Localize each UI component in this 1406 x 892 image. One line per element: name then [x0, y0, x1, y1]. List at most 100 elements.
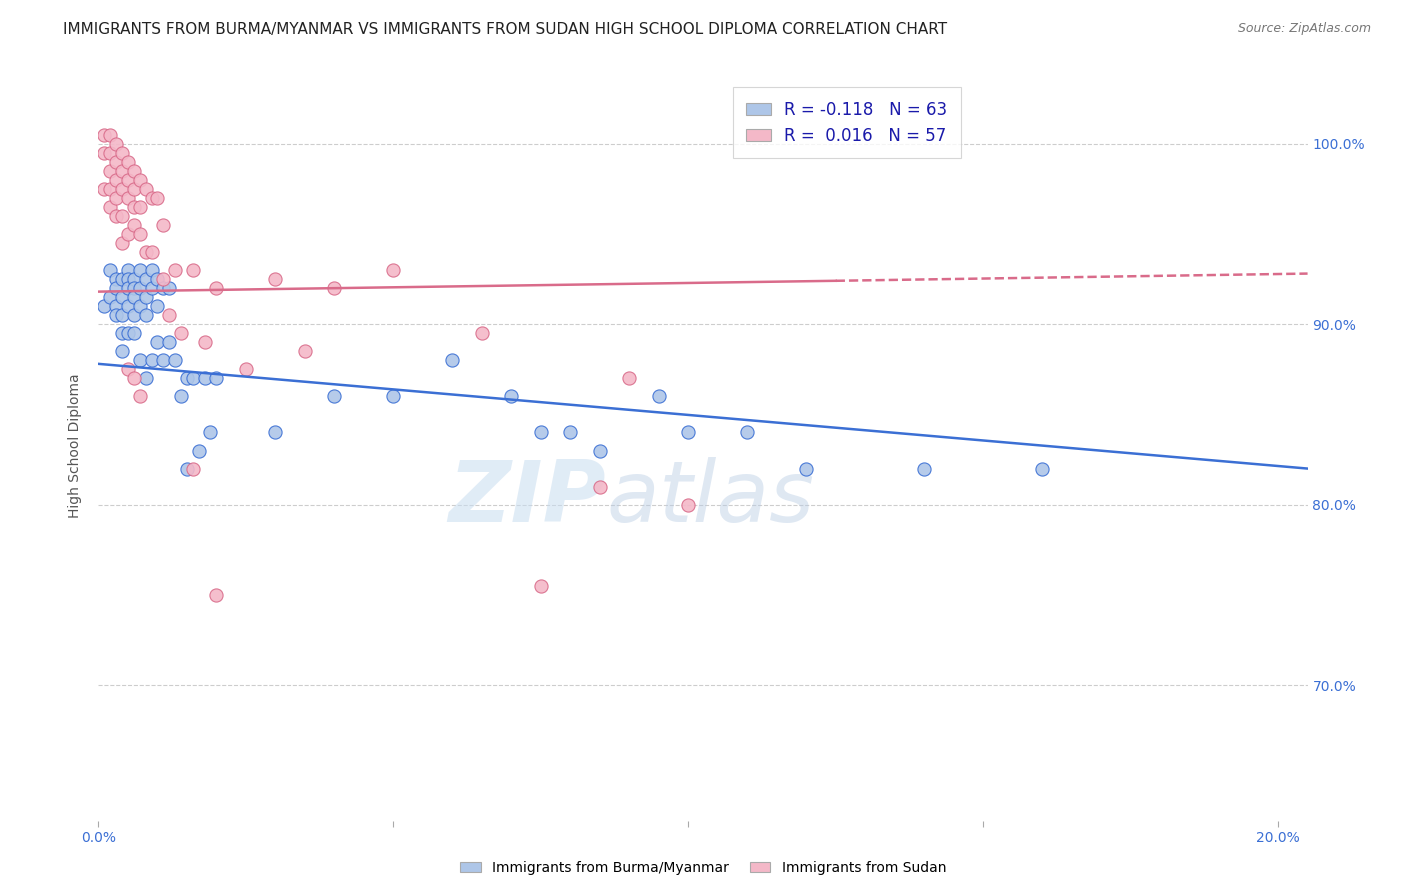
- Point: [146, 272, 169, 286]
- Point: [1031, 461, 1053, 475]
- Point: [176, 371, 198, 385]
- Point: [117, 299, 139, 313]
- Point: [176, 461, 198, 475]
- Point: [128, 281, 150, 295]
- Point: [105, 172, 128, 186]
- Point: [93, 299, 115, 313]
- Point: [200, 425, 222, 440]
- Point: [117, 272, 139, 286]
- Point: [128, 200, 150, 214]
- Point: [264, 425, 287, 440]
- Point: [98, 145, 121, 160]
- Point: [382, 389, 405, 403]
- Point: [323, 389, 346, 403]
- Point: [122, 290, 145, 304]
- Point: [141, 353, 163, 368]
- Point: [181, 461, 204, 475]
- Point: [157, 308, 180, 322]
- Point: [589, 443, 612, 458]
- Point: [93, 145, 115, 160]
- Point: [98, 128, 121, 142]
- Point: [128, 227, 150, 241]
- Point: [98, 200, 121, 214]
- Point: [141, 244, 163, 259]
- Point: [122, 281, 145, 295]
- Point: [122, 371, 145, 385]
- Point: [678, 498, 700, 512]
- Point: [105, 272, 128, 286]
- Point: [111, 209, 134, 223]
- Point: [128, 389, 150, 403]
- Point: [235, 362, 257, 376]
- Point: [128, 353, 150, 368]
- Point: [152, 281, 174, 295]
- Point: [152, 272, 174, 286]
- Point: [117, 154, 139, 169]
- Point: [135, 371, 157, 385]
- Legend: R = -0.118   N = 63, R =  0.016   N = 57: R = -0.118 N = 63, R = 0.016 N = 57: [733, 87, 960, 158]
- Point: [117, 172, 139, 186]
- Point: [111, 235, 134, 250]
- Point: [530, 579, 553, 593]
- Point: [912, 461, 935, 475]
- Point: [194, 371, 217, 385]
- Point: [122, 272, 145, 286]
- Point: [294, 344, 316, 359]
- Point: [111, 326, 134, 340]
- Point: [141, 263, 163, 277]
- Point: [111, 272, 134, 286]
- Point: [146, 299, 169, 313]
- Point: [141, 191, 163, 205]
- Point: [194, 335, 217, 350]
- Point: [170, 326, 193, 340]
- Point: [560, 425, 582, 440]
- Point: [170, 389, 193, 403]
- Point: [678, 425, 700, 440]
- Point: [135, 182, 157, 196]
- Point: [117, 263, 139, 277]
- Point: [205, 371, 228, 385]
- Point: [122, 200, 145, 214]
- Point: [152, 353, 174, 368]
- Point: [735, 425, 758, 440]
- Point: [128, 172, 150, 186]
- Point: [117, 326, 139, 340]
- Point: [146, 335, 169, 350]
- Point: [111, 290, 134, 304]
- Point: [205, 588, 228, 602]
- Point: [117, 362, 139, 376]
- Text: ZIP: ZIP: [449, 457, 606, 540]
- Point: [111, 344, 134, 359]
- Point: [264, 272, 287, 286]
- Point: [105, 191, 128, 205]
- Point: [152, 218, 174, 232]
- Point: [105, 308, 128, 322]
- Point: [98, 182, 121, 196]
- Point: [111, 182, 134, 196]
- Point: [323, 281, 346, 295]
- Point: [530, 425, 553, 440]
- Point: [648, 389, 671, 403]
- Point: [441, 353, 464, 368]
- Point: [589, 480, 612, 494]
- Point: [122, 308, 145, 322]
- Point: [794, 461, 817, 475]
- Point: [128, 299, 150, 313]
- Point: [141, 281, 163, 295]
- Point: [187, 443, 209, 458]
- Y-axis label: High School Diploma: High School Diploma: [69, 374, 83, 518]
- Point: [157, 335, 180, 350]
- Text: Source: ZipAtlas.com: Source: ZipAtlas.com: [1237, 22, 1371, 36]
- Point: [122, 218, 145, 232]
- Point: [122, 163, 145, 178]
- Point: [98, 163, 121, 178]
- Point: [128, 263, 150, 277]
- Point: [619, 371, 641, 385]
- Legend: Immigrants from Burma/Myanmar, Immigrants from Sudan: Immigrants from Burma/Myanmar, Immigrant…: [454, 855, 952, 880]
- Point: [181, 371, 204, 385]
- Point: [157, 281, 180, 295]
- Text: atlas: atlas: [606, 457, 814, 540]
- Point: [135, 272, 157, 286]
- Point: [205, 281, 228, 295]
- Point: [165, 263, 187, 277]
